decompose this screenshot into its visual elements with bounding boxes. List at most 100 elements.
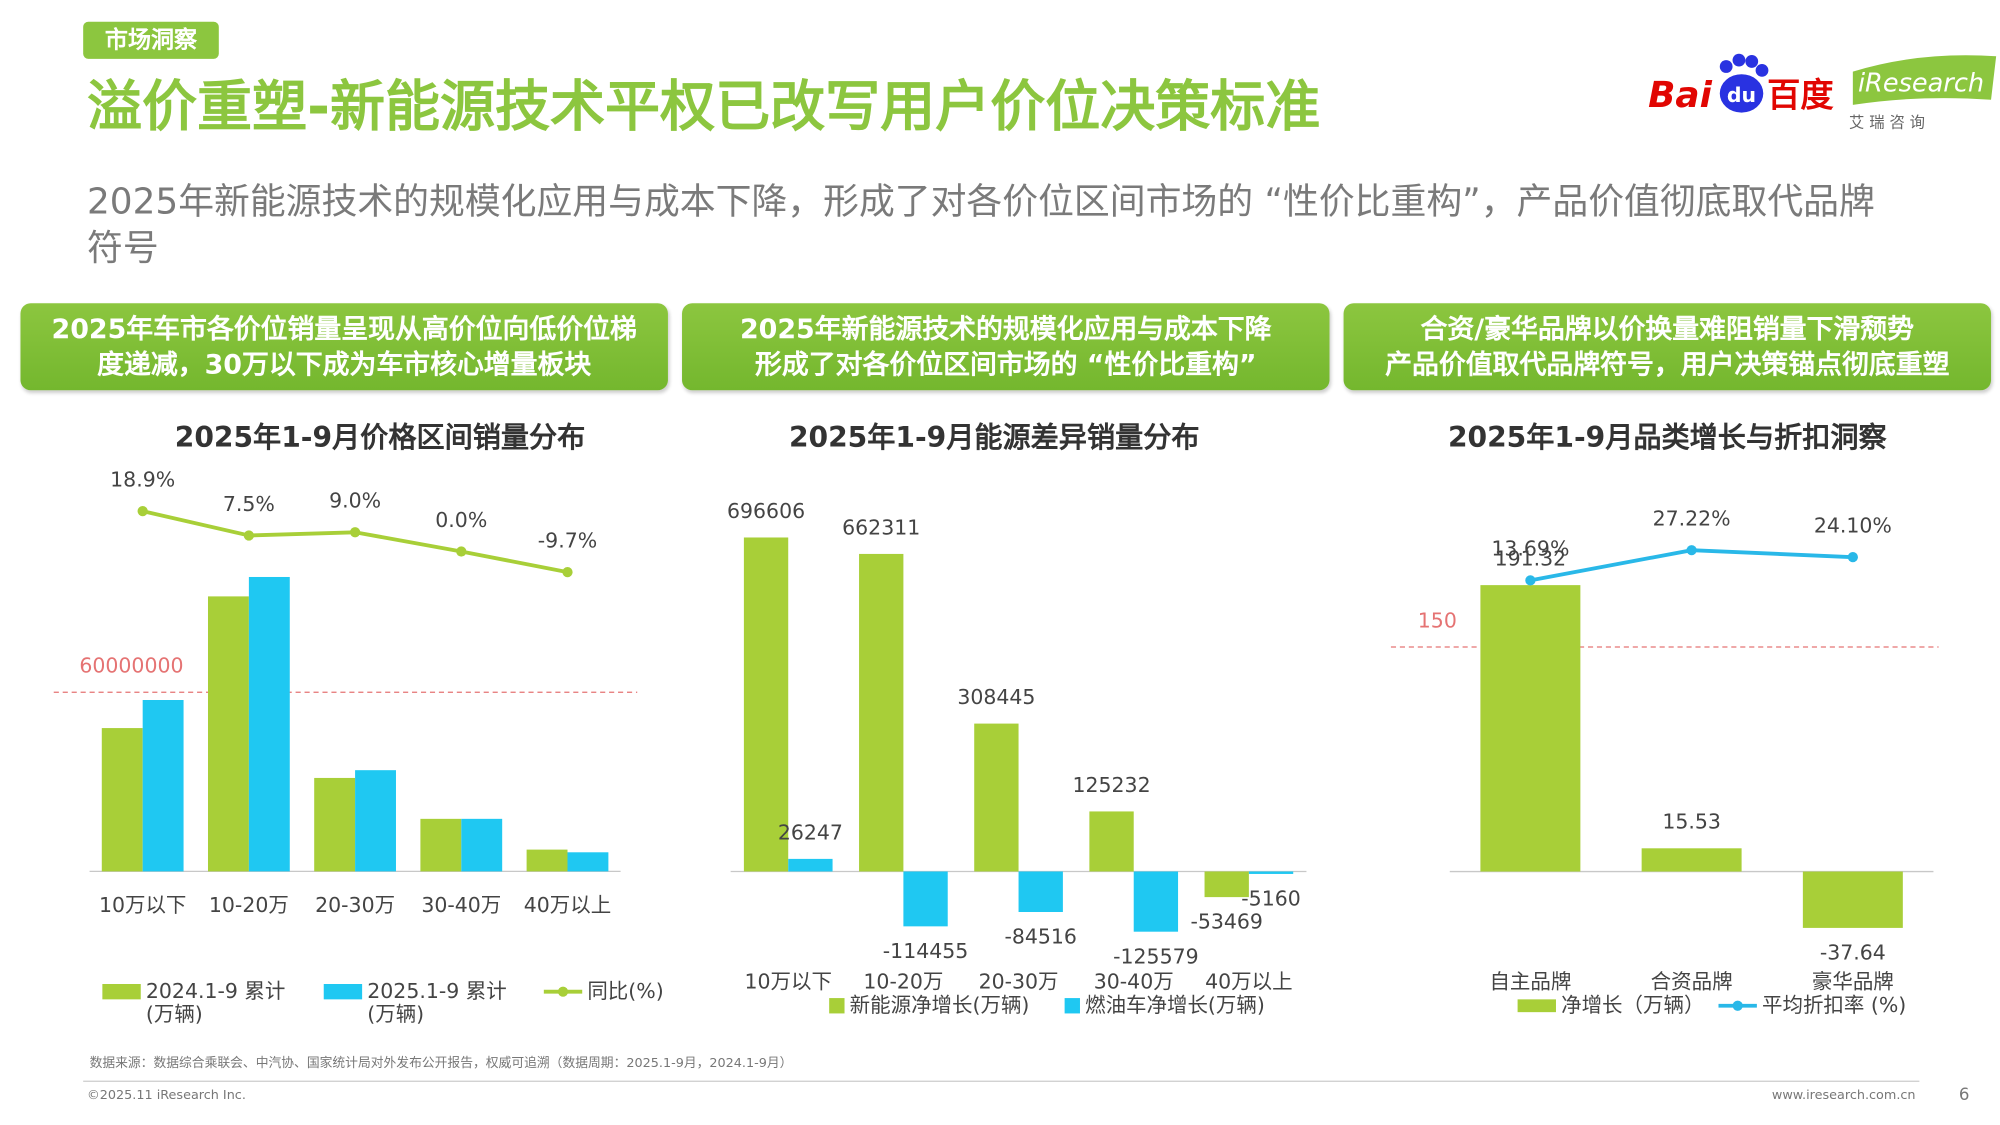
bar bbox=[142, 700, 184, 872]
bar bbox=[974, 723, 1019, 872]
bar bbox=[1480, 585, 1581, 872]
highlight-box: 2025年车市各价位销量呈现从高价位向低价位梯 度递减，30万以下成为车市核心增… bbox=[20, 303, 668, 391]
line-point bbox=[1847, 552, 1858, 563]
x-tick-label: 20-30万 bbox=[979, 970, 1059, 994]
data-label: 125232 bbox=[1072, 773, 1150, 797]
line-point bbox=[456, 546, 467, 557]
bar bbox=[903, 871, 948, 927]
footer-url: www.iresearch.com.cn bbox=[1772, 1088, 1916, 1103]
legend-label: 2024.1-9 累计 (万辆) bbox=[145, 978, 286, 1027]
data-label: -9.7% bbox=[538, 528, 597, 552]
slide-subtitle: 2025年新能源技术的规模化应用与成本下降，形成了对各价位区间市场的 “性价比重… bbox=[87, 180, 1875, 269]
logo-iresearch: iResearch bbox=[1858, 68, 1984, 98]
chart-title: 2025年1-9月能源差异销量分布 bbox=[789, 421, 1200, 454]
data-label: -125579 bbox=[1113, 944, 1199, 968]
bar bbox=[1802, 871, 1903, 928]
data-label: 308445 bbox=[957, 685, 1035, 709]
bar bbox=[1089, 811, 1134, 872]
legend-label: 同比(%) bbox=[587, 978, 664, 1004]
data-label: 15.53 bbox=[1662, 810, 1721, 834]
bar bbox=[355, 770, 396, 872]
logo-baidu-du: du bbox=[1727, 83, 1756, 107]
legend-label: 2025.1-9 累计 (万辆) bbox=[367, 978, 507, 1027]
bar bbox=[101, 728, 143, 872]
bar bbox=[526, 849, 568, 872]
source-note: 数据来源：数据综合乘联会、中汽协、国家统计局对外发布公开报告，权威可追溯（数据周… bbox=[90, 1055, 793, 1071]
legend-swatch bbox=[1064, 998, 1080, 1014]
x-tick-label: 30-40万 bbox=[421, 893, 501, 917]
data-label: 662311 bbox=[842, 515, 920, 539]
reference-label: 150 bbox=[1418, 608, 1457, 632]
bar bbox=[420, 818, 462, 872]
bar bbox=[461, 818, 503, 872]
legend-swatch bbox=[102, 984, 141, 1000]
bar bbox=[1204, 871, 1249, 898]
reference-label: 60000000 bbox=[79, 654, 183, 678]
logo-iresearch-cn: 艾 瑞 咨 询 bbox=[1849, 113, 1925, 131]
legend-swatch-dot bbox=[1732, 1000, 1743, 1011]
line-point bbox=[562, 567, 573, 578]
bar bbox=[567, 852, 609, 872]
data-label: -114455 bbox=[883, 939, 969, 963]
logo-iresearch-swoosh bbox=[1852, 55, 1997, 105]
data-label: 13.69% bbox=[1491, 537, 1569, 561]
bar bbox=[1133, 871, 1179, 932]
line-point bbox=[1525, 575, 1536, 586]
line bbox=[142, 509, 568, 575]
x-tick-label: 合资品牌 bbox=[1651, 970, 1733, 994]
x-tick-label: 30-40万 bbox=[1094, 970, 1174, 994]
legend-swatch bbox=[1517, 999, 1556, 1013]
slide-title: 溢价重塑-新能源技术平权已改写用户价位决策标准 bbox=[87, 75, 1321, 140]
bar bbox=[1248, 871, 1294, 874]
x-tick-label: 10-20万 bbox=[863, 970, 943, 994]
bar bbox=[207, 596, 249, 872]
x-tick-label: 40万以上 bbox=[524, 893, 611, 917]
logo-baidu-cn: 百度 bbox=[1767, 76, 1834, 115]
logo-baidu-text: Bai bbox=[1648, 75, 1712, 116]
x-tick-label: 20-30万 bbox=[315, 893, 395, 917]
data-label: 27.22% bbox=[1653, 506, 1731, 530]
line-point bbox=[243, 530, 254, 541]
line-point bbox=[349, 527, 361, 538]
data-label: -5160 bbox=[1241, 887, 1300, 911]
bar bbox=[314, 777, 356, 872]
data-label: -53469 bbox=[1190, 910, 1263, 934]
legend-label: 平均折扣率 (%) bbox=[1761, 992, 1907, 1018]
x-tick-label: 10万以下 bbox=[745, 970, 832, 994]
bar bbox=[248, 576, 290, 872]
x-tick-label: 自主品牌 bbox=[1489, 970, 1571, 994]
legend-swatch-dot bbox=[557, 986, 569, 997]
data-label: 191.32 bbox=[1495, 547, 1567, 571]
logo-baidu-paw bbox=[1719, 53, 1769, 113]
legend-swatch bbox=[829, 998, 845, 1014]
page-number: 6 bbox=[1959, 1085, 1970, 1104]
bar bbox=[788, 858, 833, 872]
legend-label: 净增长（万辆） bbox=[1561, 992, 1705, 1018]
bar bbox=[1641, 848, 1742, 872]
x-tick-label: 豪华品牌 bbox=[1812, 970, 1894, 994]
data-label: 9.0% bbox=[329, 489, 381, 513]
copyright: ©2025.11 iResearch Inc. bbox=[87, 1088, 246, 1103]
x-tick-label: 10-20万 bbox=[209, 893, 289, 917]
x-tick-label: 10万以下 bbox=[99, 893, 186, 917]
legend-label: 新能源净增长(万辆) bbox=[849, 992, 1030, 1018]
legend-label: 燃油车净增长(万辆) bbox=[1085, 992, 1265, 1018]
data-label: 26247 bbox=[778, 820, 843, 844]
x-tick-label: 40万以上 bbox=[1205, 970, 1292, 994]
highlight-box: 2025年新能源技术的规模化应用与成本下降 形成了对各价位区间市场的 “性价比重… bbox=[682, 303, 1330, 391]
line-point bbox=[1686, 545, 1697, 556]
data-label: 7.5% bbox=[223, 492, 275, 516]
line-point bbox=[137, 506, 148, 517]
section-tag: 市场洞察 bbox=[83, 21, 219, 59]
data-label: -37.64 bbox=[1820, 940, 1886, 964]
highlight-box: 合资/豪华品牌以价换量难阻销量下滑颓势 产品价值取代品牌符号，用户决策锚点彻底重… bbox=[1343, 303, 1992, 391]
bar bbox=[743, 537, 789, 872]
data-label: 696606 bbox=[727, 499, 805, 523]
chart-title: 2025年1-9月价格区间销量分布 bbox=[175, 421, 586, 454]
data-label: 24.10% bbox=[1814, 513, 1892, 537]
bar bbox=[859, 553, 904, 872]
bar bbox=[1018, 871, 1063, 912]
